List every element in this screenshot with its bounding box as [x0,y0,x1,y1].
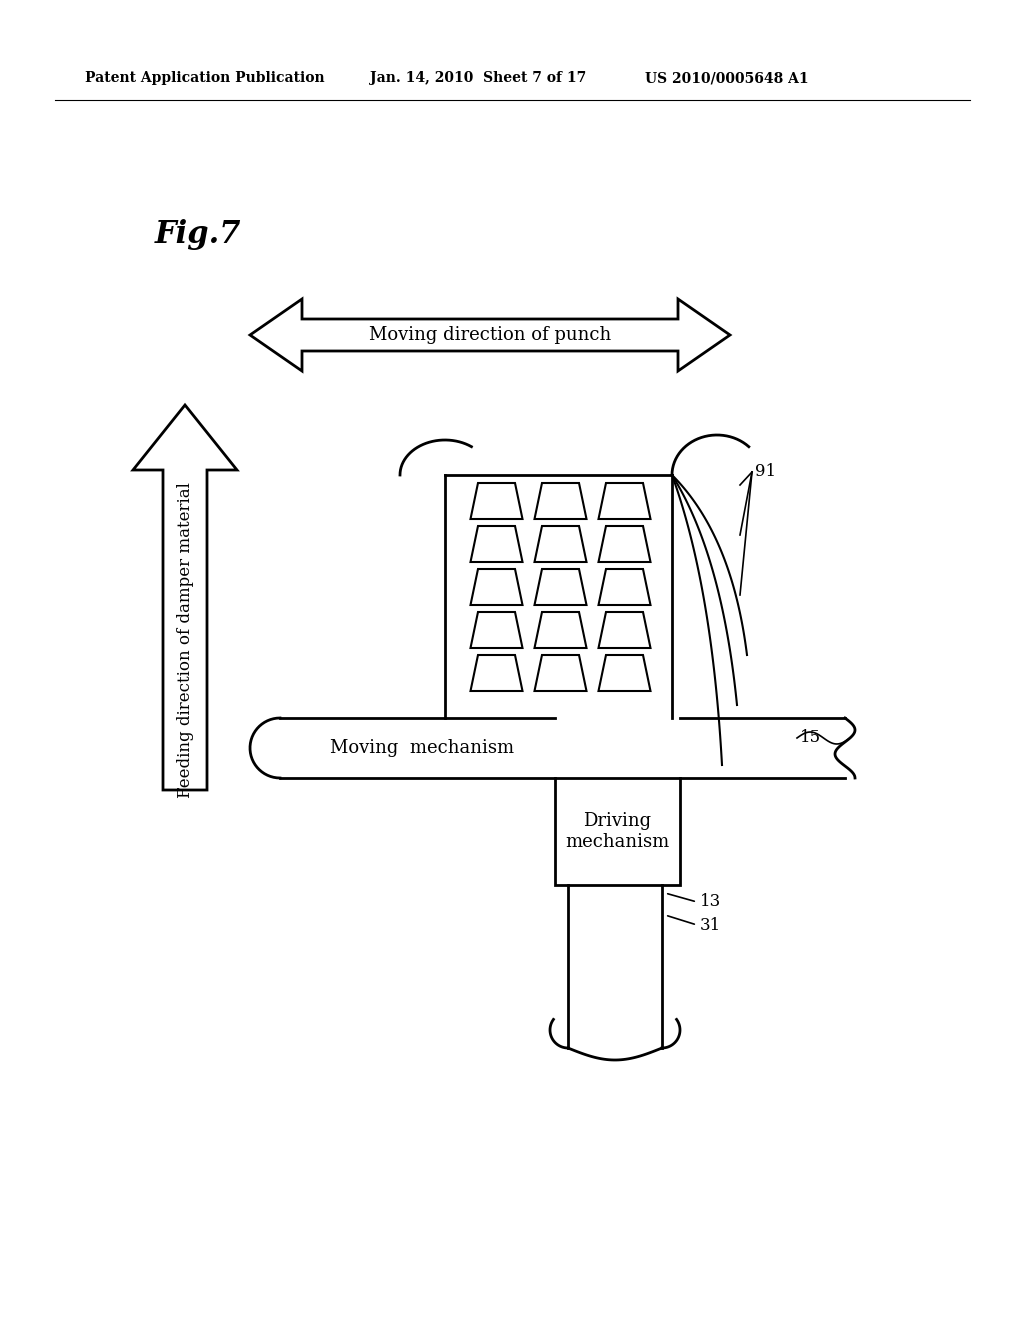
Text: Feeding direction of damper material: Feeding direction of damper material [176,482,194,797]
Text: Jan. 14, 2010  Sheet 7 of 17: Jan. 14, 2010 Sheet 7 of 17 [370,71,587,84]
Text: 15: 15 [800,730,821,747]
Text: Driving
mechanism: Driving mechanism [565,812,670,851]
Text: 13: 13 [700,894,721,911]
Text: US 2010/0005648 A1: US 2010/0005648 A1 [645,71,809,84]
Text: Patent Application Publication: Patent Application Publication [85,71,325,84]
Text: Moving  mechanism: Moving mechanism [330,739,514,756]
Text: 31: 31 [700,916,721,933]
Polygon shape [133,405,237,789]
Text: 91: 91 [755,463,776,480]
Polygon shape [250,300,730,371]
Text: Moving direction of punch: Moving direction of punch [369,326,611,345]
FancyBboxPatch shape [555,777,680,884]
Text: Fig.7: Fig.7 [155,219,242,251]
